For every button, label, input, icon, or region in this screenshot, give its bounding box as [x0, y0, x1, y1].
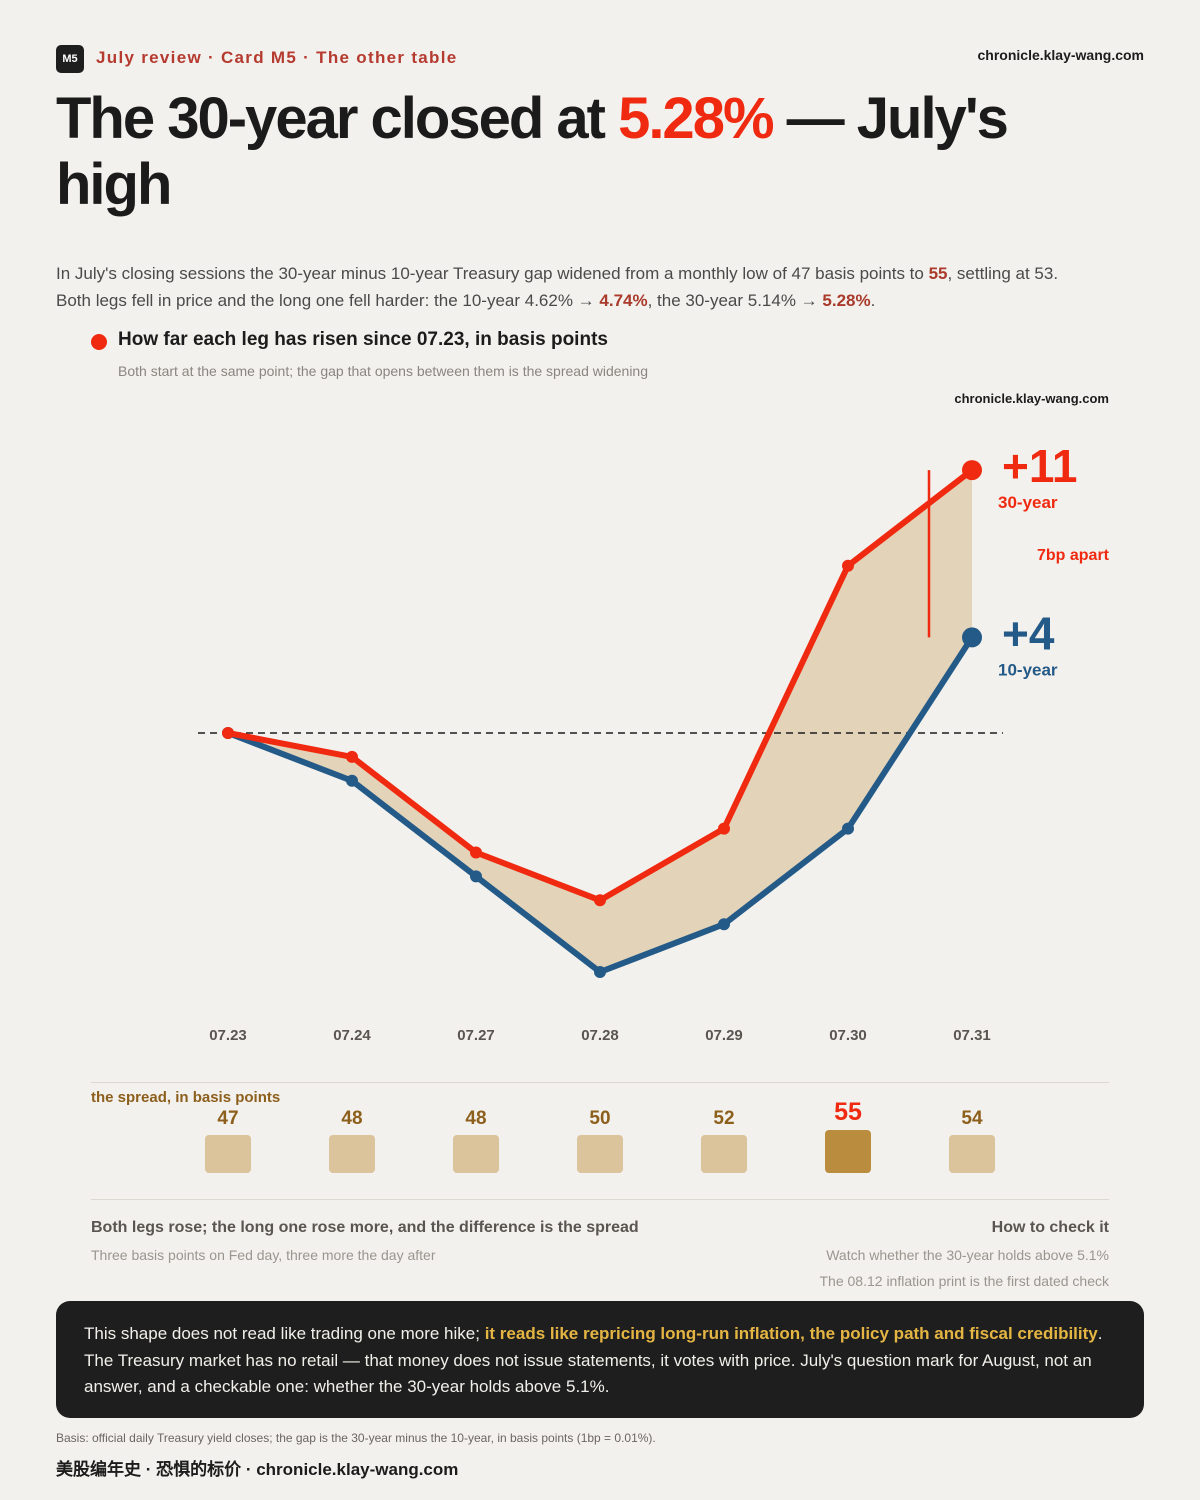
ten-year-point-07.28	[594, 966, 606, 978]
spread-strip-label: the spread, in basis points	[91, 1089, 281, 1106]
callout-part-2: . The Treasury market has no retail — th…	[84, 1324, 1103, 1396]
headline-highlight: 5.28%	[618, 86, 774, 151]
ten-year-point-07.27	[470, 870, 482, 883]
site-link-top[interactable]: chronicle.klay-wang.com	[977, 47, 1145, 63]
check-heading: How to check it	[991, 1219, 1109, 1236]
lead-emphasis-2: 4.74%	[599, 291, 648, 310]
callout-box: This shape does not read like trading on…	[56, 1301, 1144, 1418]
spread-value-07.23: 47	[217, 1108, 239, 1129]
lead-part-2: , settling at 53. Both legs fell in pric…	[56, 264, 1059, 310]
check-sub-1: Watch whether the 30-year holds above 5.…	[826, 1247, 1109, 1263]
x-tick-label-07.28: 07.28	[581, 1027, 619, 1044]
divider-bottom	[91, 1199, 1109, 1200]
spread-box-07.27	[453, 1135, 499, 1173]
site-link-chart[interactable]: chronicle.klay-wang.com	[954, 391, 1109, 406]
lead-emphasis-1: 55	[928, 264, 948, 283]
spread-value-07.27: 48	[465, 1108, 487, 1129]
ten-year-end-label: 10-year	[998, 660, 1058, 679]
spread-box-07.24	[329, 1135, 375, 1173]
ten-year-point-07.31	[962, 627, 982, 648]
ten-year-point-07.30	[842, 822, 854, 835]
gap-label: 7bp apart	[1037, 547, 1110, 564]
thirty-year-point-07.24	[346, 750, 358, 763]
spread-box-07.29	[701, 1135, 747, 1173]
thirty-year-end-label: 30-year	[998, 493, 1058, 512]
legend-dot-icon	[91, 334, 107, 350]
kicker: July review · Card M5 · The other table	[96, 48, 458, 67]
thirty-year-end-value: +11	[1002, 440, 1078, 492]
x-tick-label-07.31: 07.31	[953, 1027, 991, 1044]
callout-text: This shape does not read like trading on…	[84, 1321, 1116, 1401]
x-tick-label-07.27: 07.27	[457, 1027, 495, 1044]
takeaway-sub: Three basis points on Fed day, three mor…	[91, 1247, 436, 1263]
x-tick-label-07.30: 07.30	[829, 1027, 867, 1044]
thirty-year-point-07.27	[470, 846, 482, 859]
ten-year-point-07.29	[718, 918, 730, 931]
callout-highlight: it reads like repricing long-run inflati…	[484, 1324, 1098, 1343]
spread-value-07.24: 48	[341, 1108, 363, 1129]
lead-part-1: In July's closing sessions the 30-year m…	[56, 264, 929, 283]
lead-emphasis-3: 5.28%	[822, 291, 871, 310]
spread-value-07.28: 50	[589, 1108, 611, 1129]
spread-box-07.30	[825, 1130, 871, 1173]
thirty-year-point-07.29	[718, 822, 730, 835]
callout-part-1: This shape does not read like trading on…	[84, 1324, 485, 1343]
thirty-year-point-07.28	[594, 894, 606, 907]
lead-paragraph: In July's closing sessions the 30-year m…	[56, 260, 1066, 314]
divider-top	[91, 1082, 1109, 1083]
ten-year-point-07.24	[346, 774, 358, 787]
x-tick-label-07.24: 07.24	[333, 1027, 371, 1044]
thirty-year-point-07.31	[962, 460, 982, 481]
thirty-year-point-07.23	[222, 727, 234, 739]
spread-value-07.31: 54	[961, 1108, 983, 1129]
spread-box-07.28	[577, 1135, 623, 1173]
spread-value-07.29: 52	[713, 1108, 735, 1129]
chart-subtitle: Both start at the same point; the gap th…	[118, 363, 649, 379]
chart-title: How far each leg has risen since 07.23, …	[118, 329, 608, 350]
lead-part-3: , the 30-year 5.14% →	[647, 291, 823, 310]
spread-value-07.30: 55	[834, 1098, 862, 1126]
ten-year-end-value: +4	[1002, 607, 1055, 659]
check-sub-2: The 08.12 inflation print is the first d…	[819, 1273, 1110, 1289]
lead-part-4: .	[870, 291, 876, 310]
footer-credit: 美股编年史 · 恐惧的标价 · chronicle.klay-wang.com	[56, 1460, 459, 1479]
spread-fill-area	[228, 470, 972, 972]
headline-before: The 30-year closed at	[56, 86, 619, 151]
card-badge: M5	[56, 45, 84, 73]
thirty-year-point-07.30	[842, 559, 854, 572]
spread-box-07.31	[949, 1135, 995, 1173]
headline: The 30-year closed at 5.28% — July's hig…	[56, 86, 1116, 218]
x-tick-label-07.29: 07.29	[705, 1027, 743, 1044]
spread-box-07.23	[205, 1135, 251, 1173]
headline-after: — July's high	[56, 86, 1009, 217]
takeaway-heading: Both legs rose; the long one rose more, …	[91, 1219, 639, 1236]
x-tick-label-07.23: 07.23	[209, 1027, 247, 1044]
basis-note: Basis: official daily Treasury yield clo…	[56, 1431, 656, 1445]
